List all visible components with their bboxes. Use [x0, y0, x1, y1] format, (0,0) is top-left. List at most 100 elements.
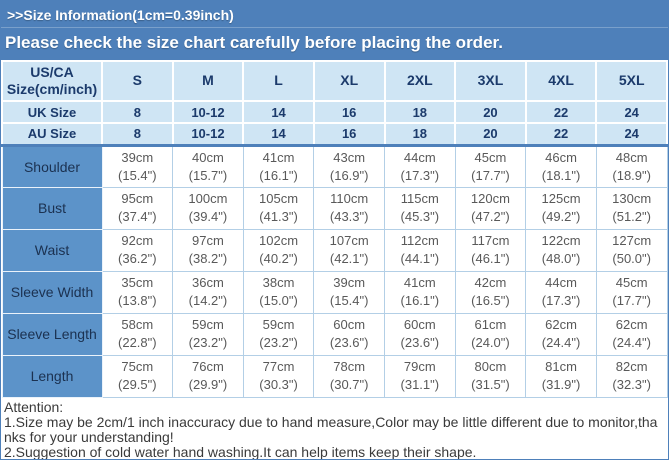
measure-inch: (30.3") — [259, 377, 298, 392]
col-header-size-label: US/CA Size(cm/inch) — [1, 60, 103, 102]
measure-cm: 75cm — [121, 359, 154, 375]
measurement-cell: 100cm (39.4") — [172, 186, 244, 230]
measure-inch: (22.8") — [118, 335, 157, 350]
measure-inch: (16.1") — [400, 293, 440, 308]
measure-cm: 45cm — [615, 275, 648, 291]
measurement-row: Bust 95cm (37.4") 100cm (39.4") 105cm (41.3") 1… — [1, 186, 668, 230]
measurement-row: Sleeve Width 35cm (13.8") 36cm (14.2") 38cm (1… — [1, 270, 668, 314]
measure-cm: 43cm — [333, 149, 366, 165]
size-cell: 20 — [454, 122, 527, 146]
col-header-m: M — [171, 60, 245, 102]
size-cell: 24 — [595, 100, 668, 124]
measure-inch: (39.4") — [188, 209, 228, 224]
col-header-2xl: 2XL — [383, 60, 457, 102]
measurement-cell: 58cm (22.8") — [101, 312, 174, 356]
measure-cm: 35cm — [121, 275, 154, 291]
measure-cm: 115cm — [400, 191, 439, 207]
attention-note-2: 2.Suggestion of cold water hand washing.… — [4, 443, 477, 460]
col-header-xl: XL — [312, 60, 386, 102]
measurement-cell: 48cm (18.9") — [595, 143, 668, 188]
measurement-cell: 122cm (48.0") — [525, 228, 597, 272]
measure-inch: (48.0") — [541, 251, 581, 266]
measurement-cell: 78cm (30.7") — [313, 354, 385, 398]
measure-inch: (14.2") — [188, 293, 228, 308]
size-cell: 20 — [454, 100, 527, 124]
measurement-cell: 40cm (15.7") — [172, 143, 244, 188]
measurement-cell: 44cm (17.3") — [525, 270, 597, 314]
measure-inch: (30.7") — [329, 377, 369, 392]
col-header-5xl: 5XL — [595, 60, 668, 102]
measure-cm: 95cm — [121, 191, 154, 207]
measure-inch: (41.3") — [259, 209, 298, 224]
measurement-cell: 82cm (32.3") — [595, 354, 668, 398]
col-header-4xl: 4XL — [524, 60, 598, 102]
measure-cm: 76cm — [192, 359, 224, 375]
measurement-cell: 45cm (17.7") — [595, 270, 668, 314]
measure-cm: 80cm — [474, 359, 507, 375]
measure-inch: (17.3") — [400, 167, 440, 183]
measure-cm: 127cm — [612, 233, 652, 249]
measure-cm: 79cm — [403, 359, 436, 375]
measurement-cell: 62cm (24.4") — [525, 312, 597, 356]
measurement-cell: 59cm (23.2") — [242, 312, 315, 356]
measure-cm: 81cm — [545, 359, 577, 375]
col-header-s: S — [101, 60, 174, 102]
measurement-cell: 92cm (36.2") — [101, 228, 174, 272]
measurement-cell: 42cm (16.5") — [454, 270, 527, 314]
row-label: AU Size — [1, 122, 103, 146]
size-information-title: >>Size Information(1cm=0.39inch) — [1, 1, 668, 28]
measure-inch: (23.2") — [188, 335, 228, 350]
measure-inch: (40.2") — [259, 251, 298, 266]
measurement-cell: 39cm (15.4") — [313, 270, 385, 314]
measure-cm: 44cm — [545, 275, 577, 291]
measurement-cell: 120cm (47.2") — [454, 186, 527, 230]
col-header-3xl: 3XL — [454, 60, 527, 102]
top-banner-block: >>Size Information(1cm=0.39inch) Please … — [1, 1, 668, 60]
measure-cm: 130cm — [612, 191, 652, 207]
row-label: Waist — [1, 228, 103, 272]
measure-cm: 110cm — [330, 191, 369, 207]
measure-cm: 59cm — [192, 317, 224, 333]
measure-cm: 125cm — [541, 191, 581, 207]
measurement-cell: 46cm (18.1") — [525, 143, 597, 188]
measurement-cell: 105cm (41.3") — [242, 186, 315, 230]
measure-inch: (32.3") — [612, 377, 651, 392]
measurement-cell: 39cm (15.4") — [101, 143, 174, 188]
measurement-cell: 102cm (40.2") — [242, 228, 315, 272]
measure-cm: 92cm — [121, 233, 154, 249]
measure-cm: 97cm — [192, 233, 224, 249]
measure-cm: 41cm — [262, 149, 295, 165]
measurement-cell: 44cm (17.3") — [384, 143, 456, 188]
measurement-cell: 125cm (49.2") — [525, 186, 597, 230]
measure-cm: 45cm — [474, 149, 507, 165]
measure-inch: (49.2") — [541, 209, 581, 224]
size-table: US/CA Size(cm/inch) S M L XL 2XL 3XL 4XL 5XL UK … — [1, 60, 668, 398]
measurement-cell: 41cm (16.1") — [384, 270, 456, 314]
measure-inch: (45.3") — [400, 209, 440, 224]
measurement-cell: 61cm (24.0") — [454, 312, 527, 356]
measurement-cell: 76cm (29.9") — [172, 354, 244, 398]
measurement-cell: 60cm (23.6") — [384, 312, 456, 356]
size-cell: 22 — [524, 100, 598, 124]
measure-inch: (24.0") — [471, 335, 510, 350]
measure-cm: 40cm — [192, 149, 224, 165]
measurement-row: Sleeve Length 58cm (22.8") 59cm (23.2") 59cm (… — [1, 312, 668, 356]
measure-cm: 44cm — [403, 149, 436, 165]
measurement-row: Length 75cm (29.5") 76cm (29.9") 77cm (30.3") 7… — [1, 354, 668, 398]
size-row: AU Size 8 10-12 14 16 18 20 22 24 — [1, 122, 668, 146]
size-table-body: UK Size 8 10-12 14 16 18 20 22 24 AU Size 8 10-12 14… — [1, 100, 668, 398]
measure-inch: (24.4") — [612, 335, 651, 350]
measure-cm: 62cm — [545, 317, 577, 333]
measure-inch: (15.0") — [259, 293, 298, 308]
measure-cm: 117cm — [471, 233, 510, 249]
measure-cm: 77cm — [262, 359, 295, 375]
measurement-cell: 77cm (30.3") — [242, 354, 315, 398]
measurement-cell: 75cm (29.5") — [101, 354, 174, 398]
measure-cm: 112cm — [400, 233, 439, 249]
measure-cm: 107cm — [329, 233, 369, 249]
row-label: Sleeve Length — [1, 312, 103, 356]
attention-section: Attention: 1.Size may be 2cm/1 inch inac… — [1, 398, 668, 460]
measure-inch: (42.1") — [329, 251, 369, 266]
measure-inch: (31.5") — [471, 377, 510, 392]
row-label: Sleeve Width — [1, 270, 103, 314]
